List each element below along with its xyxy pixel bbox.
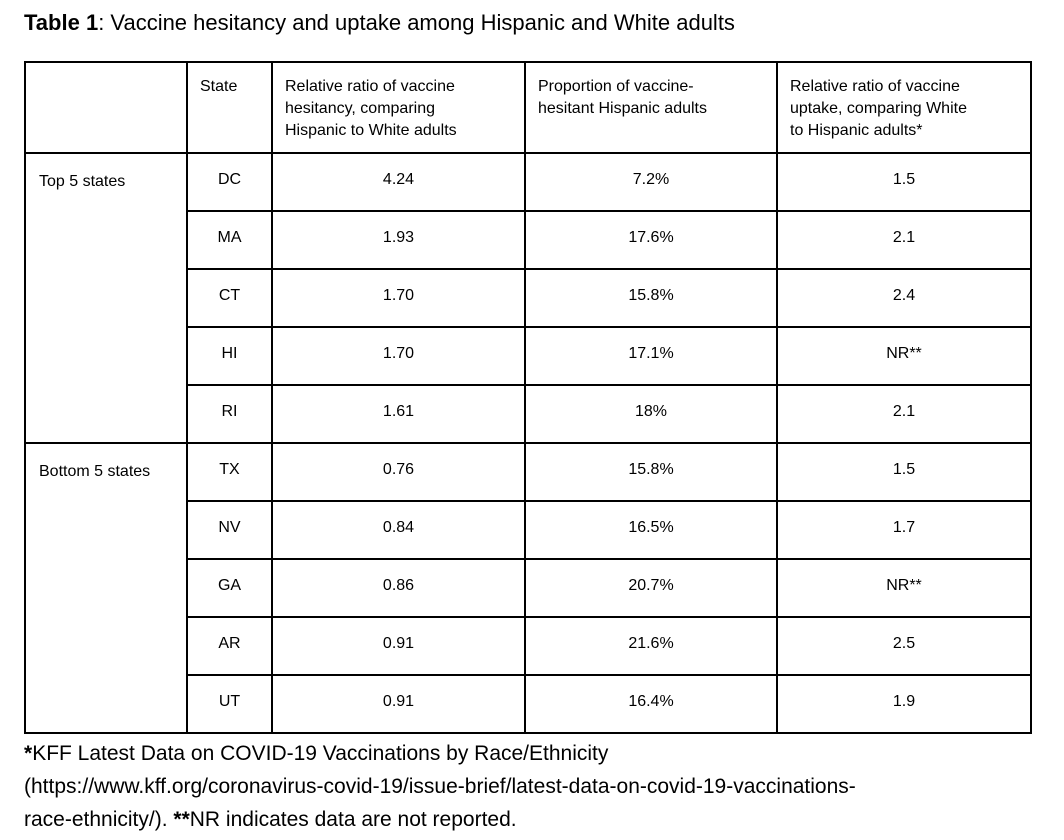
footnote-source-text: KFF Latest Data on COVID-19 Vaccinations… <box>32 742 609 765</box>
hesitant-proportion-cell: 18% <box>524 384 778 444</box>
table-row: AR 0.91 21.6% 2.5 <box>25 616 1032 676</box>
footnote-double-asterisk-marker: ** <box>173 808 190 831</box>
uptake-ratio-cell: 1.5 <box>776 442 1032 502</box>
uptake-ratio-column-header: Relative ratio of vaccine uptake, compar… <box>776 61 1032 154</box>
hesitancy-ratio-cell: 0.76 <box>271 442 526 502</box>
hesitancy-ratio-cell: 1.61 <box>271 384 526 444</box>
hesitant-proportion-cell: 16.5% <box>524 500 778 560</box>
hesitant-proportion-cell: 15.8% <box>524 268 778 328</box>
table-row: MA 1.93 17.6% 2.1 <box>25 210 1032 270</box>
hesitant-proportion-cell: 15.8% <box>524 442 778 502</box>
hesitant-proportion-column-header: Proportion of vaccine-hesitant Hispanic … <box>524 61 778 154</box>
hesitancy-ratio-cell: 0.91 <box>271 616 526 676</box>
footnote-url-tail: race-ethnicity/). <box>24 808 174 831</box>
state-cell: CT <box>186 268 273 328</box>
table-row: GA 0.86 20.7% NR** <box>25 558 1032 618</box>
table-row: Bottom 5 states TX 0.76 15.8% 1.5 <box>24 442 1032 734</box>
state-cell: HI <box>186 326 273 386</box>
corner-header-cell <box>24 61 188 154</box>
hesitancy-ratio-cell: 1.93 <box>271 210 526 270</box>
table-row: HI 1.70 17.1% NR** <box>25 326 1032 386</box>
hesitant-proportion-cell: 20.7% <box>524 558 778 618</box>
uptake-ratio-cell: 2.4 <box>776 268 1032 328</box>
hesitancy-ratio-cell: 0.86 <box>271 558 526 618</box>
table-row: UT 0.91 16.4% 1.9 <box>25 674 1032 734</box>
hesitant-proportion-cell: 7.2% <box>524 152 778 212</box>
hesitant-proportion-cell: 16.4% <box>524 674 778 734</box>
hesitant-proportion-cell: 17.6% <box>524 210 778 270</box>
hesitancy-ratio-cell: 1.70 <box>271 268 526 328</box>
uptake-ratio-cell: 1.9 <box>776 674 1032 734</box>
state-cell: TX <box>186 442 273 502</box>
page-title: Table 1: Vaccine hesitancy and uptake am… <box>24 10 1040 36</box>
group-label-bottom5: Bottom 5 states <box>24 442 188 734</box>
footnote-line-url: (https://www.kff.org/coronavirus-covid-1… <box>24 775 856 798</box>
hesitancy-ratio-cell: 0.91 <box>271 674 526 734</box>
table-row: Top 5 states DC 4.24 7.2% 1.5 <box>24 152 1032 444</box>
group-label-top5: Top 5 states <box>24 152 188 444</box>
hesitancy-ratio-cell: 4.24 <box>271 152 526 212</box>
uptake-ratio-cell: 2.1 <box>776 384 1032 444</box>
hesitant-proportion-cell: 21.6% <box>524 616 778 676</box>
hesitancy-ratio-cell: 0.84 <box>271 500 526 560</box>
vaccine-hesitancy-table: State Relative ratio of vaccine hesitanc… <box>24 61 1032 734</box>
uptake-ratio-cell: 2.5 <box>776 616 1032 676</box>
uptake-ratio-cell: 2.1 <box>776 210 1032 270</box>
uptake-ratio-cell: 1.5 <box>776 152 1032 212</box>
state-cell: DC <box>186 152 273 212</box>
table-row: RI 1.61 18% 2.1 <box>25 384 1032 444</box>
table-caption: : Vaccine hesitancy and uptake among His… <box>98 10 735 35</box>
state-cell: GA <box>186 558 273 618</box>
uptake-ratio-cell: NR** <box>776 558 1032 618</box>
footnote-nr-note: NR indicates data are not reported. <box>189 808 517 831</box>
state-cell: UT <box>186 674 273 734</box>
hesitancy-ratio-column-header: Relative ratio of vaccine hesitancy, com… <box>271 61 526 154</box>
footnote-line-source: *KFF Latest Data on COVID-19 Vaccination… <box>24 737 1040 770</box>
table-row: CT 1.70 15.8% 2.4 <box>25 268 1032 328</box>
state-cell: MA <box>186 210 273 270</box>
uptake-ratio-cell: 1.7 <box>776 500 1032 560</box>
state-cell: NV <box>186 500 273 560</box>
state-column-header: State <box>186 61 273 154</box>
state-cell: RI <box>186 384 273 444</box>
table-row: NV 0.84 16.5% 1.7 <box>25 500 1032 560</box>
hesitant-proportion-cell: 17.1% <box>524 326 778 386</box>
table-footnote: *KFF Latest Data on COVID-19 Vaccination… <box>24 737 1040 836</box>
uptake-ratio-cell: NR** <box>776 326 1032 386</box>
table-header-row: State Relative ratio of vaccine hesitanc… <box>24 61 1032 154</box>
state-cell: AR <box>186 616 273 676</box>
footnote-line-nr: race-ethnicity/). **NR indicates data ar… <box>24 803 1040 836</box>
hesitancy-ratio-cell: 1.70 <box>271 326 526 386</box>
table-number-label: Table 1 <box>24 10 99 35</box>
footnote-asterisk-marker: * <box>24 742 33 765</box>
